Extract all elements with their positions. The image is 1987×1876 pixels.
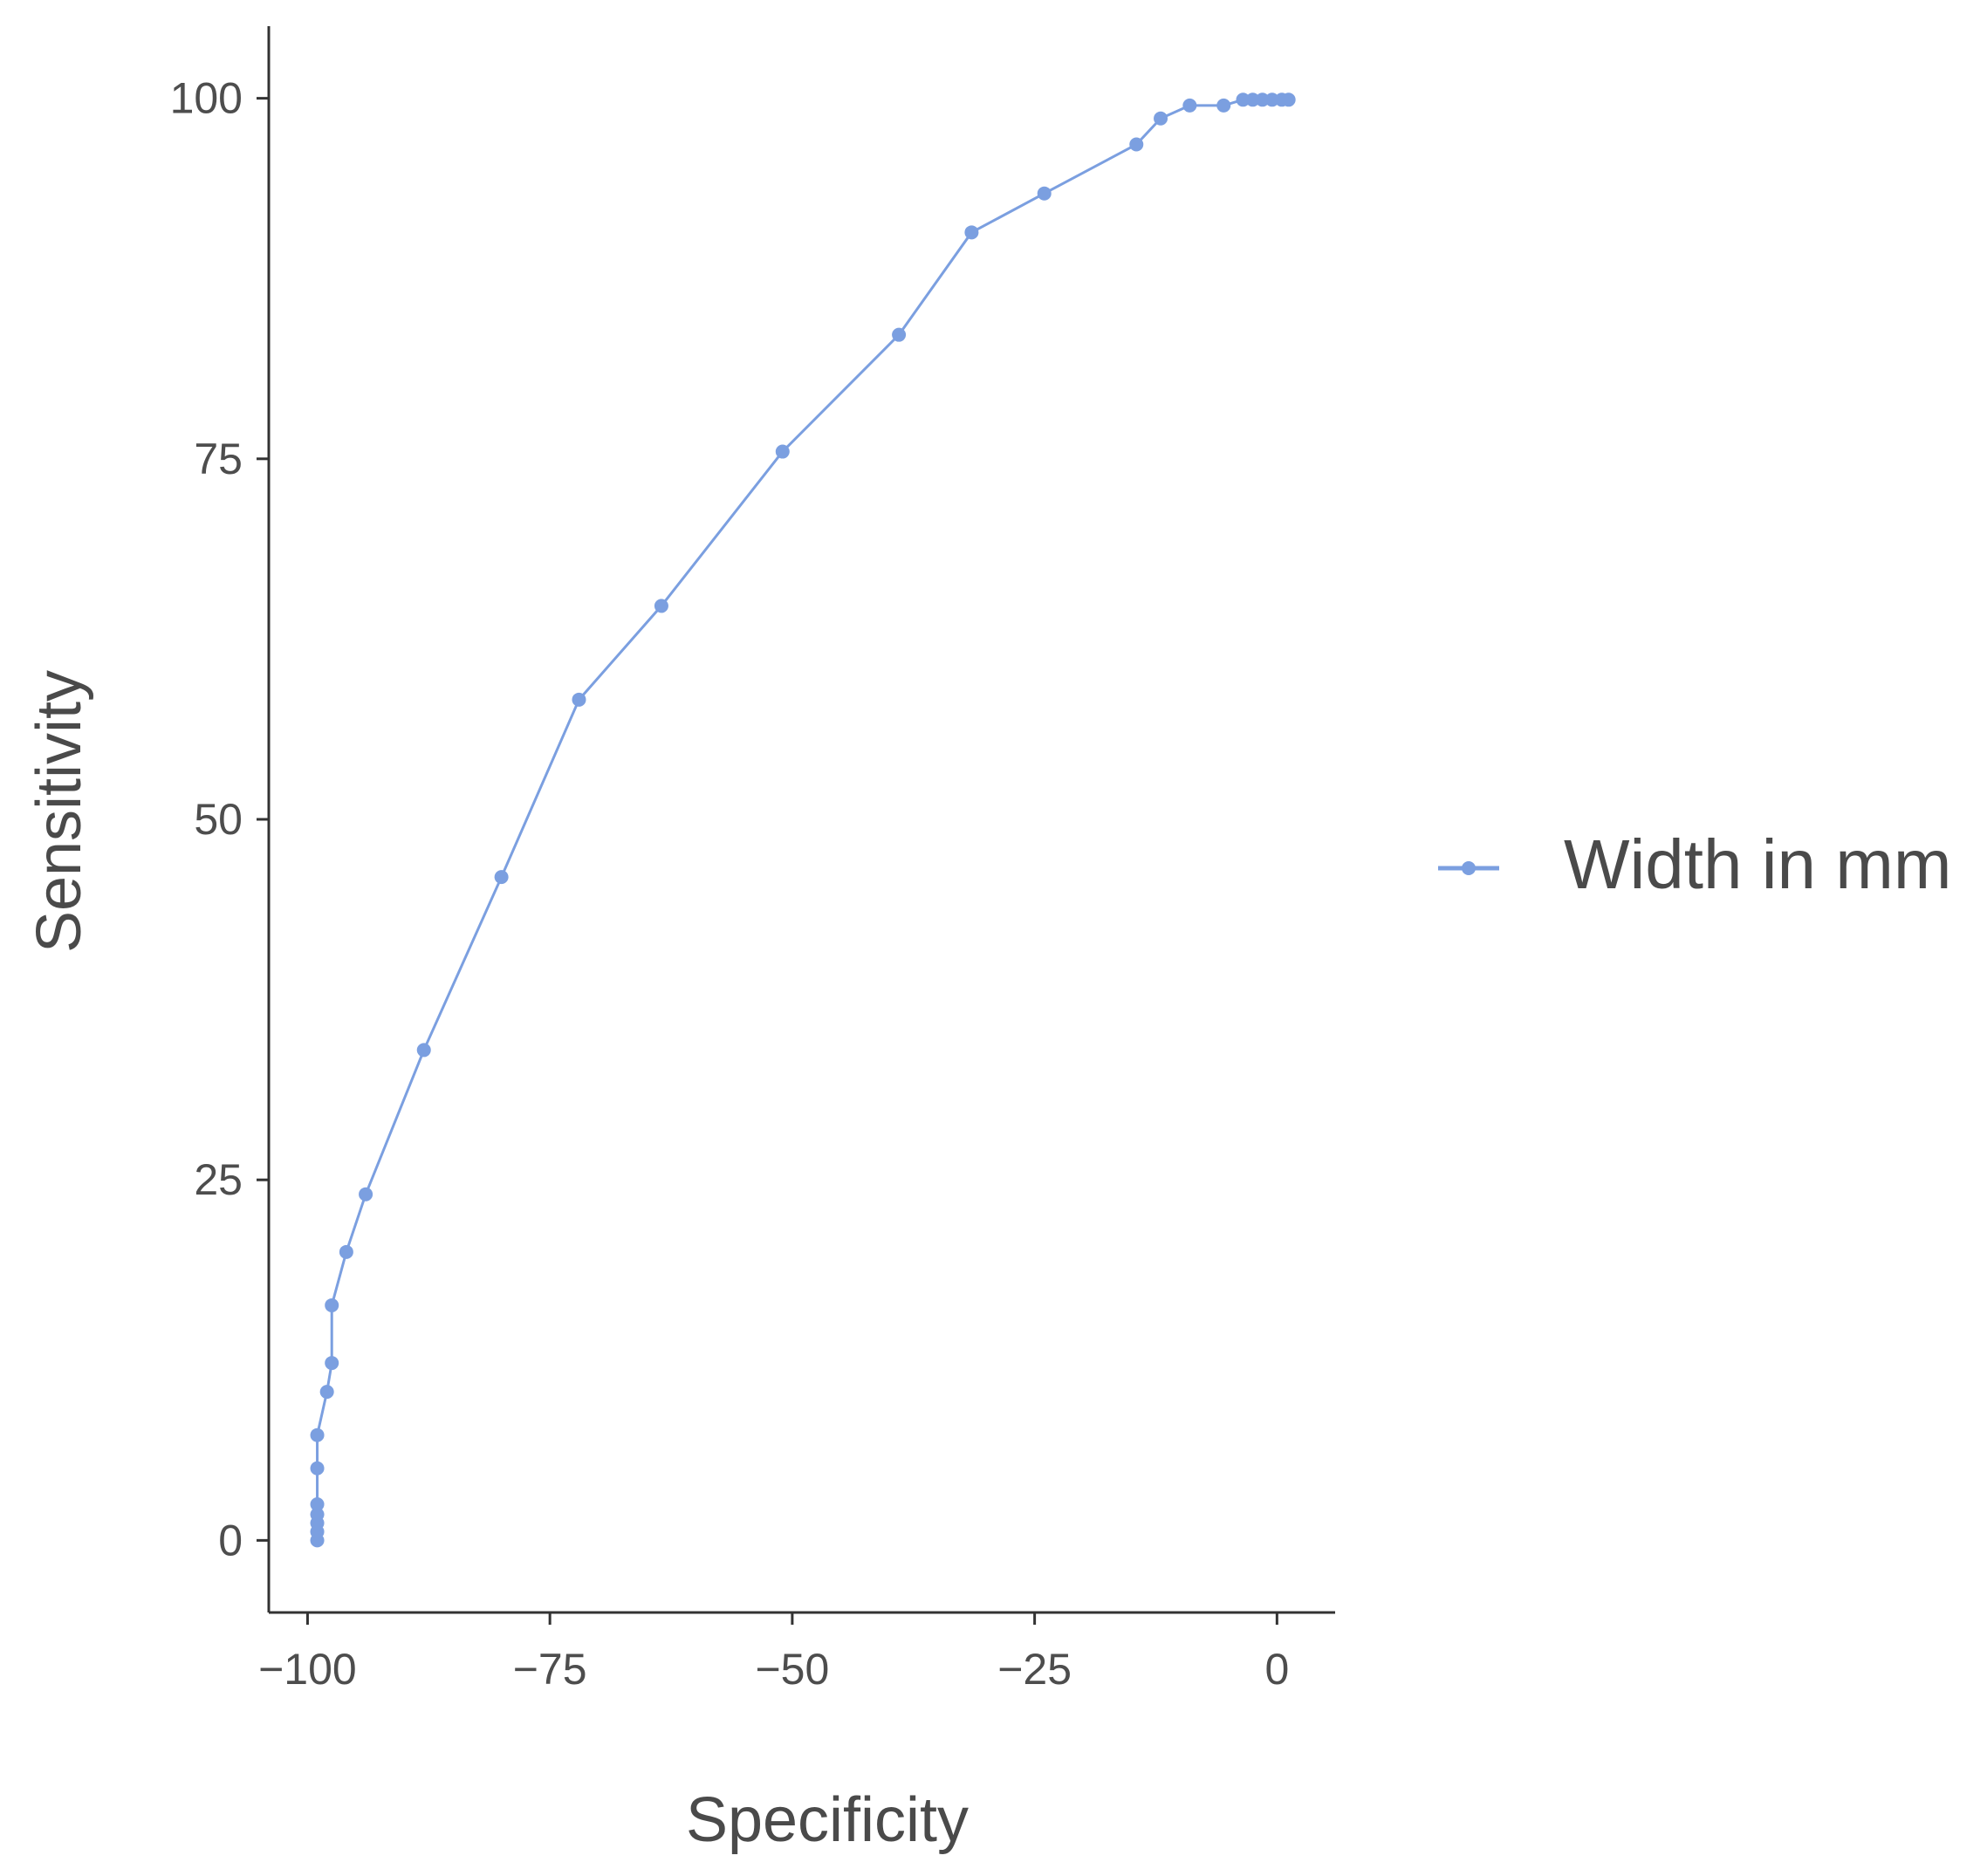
data-point — [1182, 98, 1197, 113]
x-tick-label: −75 — [513, 1645, 587, 1694]
data-point — [310, 1507, 325, 1522]
axes: 0 25 50 75 100 −100 −75 −50 −25 0 — [170, 26, 1335, 1694]
data-point — [1154, 111, 1168, 126]
x-tick-label: −25 — [997, 1645, 1072, 1694]
data-point — [654, 599, 668, 613]
data-point — [892, 327, 907, 342]
data-point — [1129, 137, 1144, 152]
x-tick-label: −50 — [755, 1645, 829, 1694]
y-axis-title: Sensitivity — [24, 670, 94, 953]
data-point — [1216, 98, 1231, 113]
x-axis-title: Specificity — [686, 1785, 969, 1855]
data-point — [572, 692, 586, 707]
y-tick-label: 25 — [194, 1155, 243, 1204]
legend: Width in mm — [1438, 825, 1952, 903]
y-tick-label: 75 — [194, 435, 243, 483]
x-tick-label: 0 — [1264, 1645, 1289, 1694]
data-point — [319, 1385, 334, 1400]
legend-marker-swatch — [1462, 861, 1476, 875]
data-point — [775, 444, 790, 459]
y-tick-label: 0 — [218, 1516, 243, 1564]
data-point — [325, 1297, 339, 1312]
x-axis-ticks: −100 −75 −50 −25 0 — [258, 1612, 1289, 1694]
data-point — [310, 1461, 325, 1475]
data-point — [359, 1187, 373, 1202]
data-point — [964, 225, 979, 240]
x-tick-label: −100 — [258, 1645, 357, 1694]
data-point — [1281, 92, 1296, 107]
data-point — [310, 1497, 325, 1512]
data-point — [1037, 186, 1052, 201]
y-tick-label: 50 — [194, 795, 243, 844]
data-point — [1255, 92, 1270, 107]
data-point — [1245, 92, 1260, 107]
data-point — [310, 1428, 325, 1442]
y-axis-ticks: 0 25 50 75 100 — [170, 74, 269, 1564]
series-layer — [310, 92, 1296, 1548]
data-point — [1236, 92, 1250, 107]
data-point — [339, 1244, 353, 1259]
data-point — [325, 1356, 339, 1371]
series-line — [316, 98, 1289, 1541]
data-point — [494, 870, 509, 885]
data-point — [1264, 92, 1279, 107]
legend-label: Width in mm — [1564, 825, 1952, 903]
y-tick-label: 100 — [170, 74, 243, 123]
data-point — [416, 1043, 431, 1058]
